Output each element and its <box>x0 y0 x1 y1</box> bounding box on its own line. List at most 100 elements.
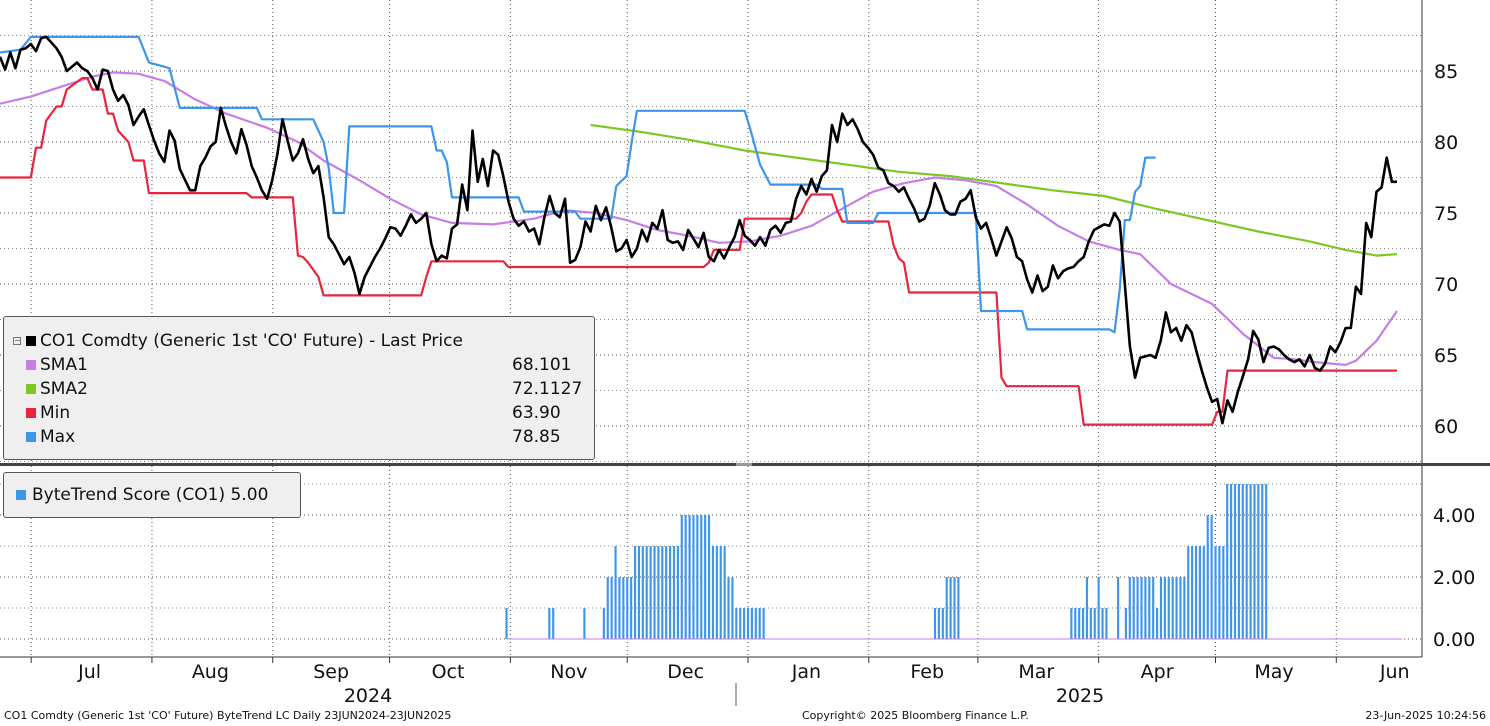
legend-row-sma2: SMA2 72.1127 <box>4 377 594 401</box>
legend-collapse-icon[interactable]: − <box>13 336 21 345</box>
bytetrend-bar-10 <box>626 577 629 639</box>
bytetrend-bar-75 <box>1167 577 1170 639</box>
legend-row-max: Max 78.85 <box>4 425 594 449</box>
x-month-label-dec: Dec <box>667 661 704 683</box>
legend-swatch-last-price <box>26 336 36 346</box>
lower-y-tick-label-4.00: 4.00 <box>1433 505 1475 527</box>
bytetrend-bar-56 <box>1081 608 1085 639</box>
bytetrend-bar-81 <box>1191 546 1194 639</box>
legend-value-min: 63.90 <box>512 403 561 423</box>
legend-label-min: Min <box>40 403 71 423</box>
x-year-label-2024: 2024 <box>344 685 392 707</box>
series-line-last-price <box>0 35 1397 425</box>
legend-swatch-bytetrend <box>16 490 26 500</box>
legend-value-sma1: 68.101 <box>512 355 572 375</box>
bytetrend-bar-23 <box>676 546 679 639</box>
x-month-label-apr: Apr <box>1141 661 1174 683</box>
bytetrend-bar-49 <box>945 577 948 639</box>
lower-y-tick-label-0.00: 0.00 <box>1433 629 1475 651</box>
bytetrend-bar-61 <box>1101 608 1104 639</box>
bytetrend-bar-83 <box>1198 546 1202 639</box>
bytetrend-bar-41 <box>746 608 750 639</box>
bytetrend-bar-85 <box>1206 515 1209 639</box>
bytetrend-bar-62 <box>1105 608 1108 639</box>
footer-center: Copyright© 2025 Bloomberg Finance L.P. <box>802 709 1029 722</box>
bytetrend-bar-93 <box>1237 484 1240 639</box>
bytetrend-bar-97 <box>1253 484 1256 639</box>
bytetrend-bar-96 <box>1249 484 1252 639</box>
bytetrend-bar-21 <box>669 546 672 639</box>
bytetrend-bar-42 <box>750 608 753 639</box>
bytetrend-bar-37 <box>731 577 734 639</box>
x-year-label-2025: 2025 <box>1056 685 1104 707</box>
series-line-min <box>0 77 1397 426</box>
series-line-max <box>0 35 1156 334</box>
legend-value-sma2: 72.1127 <box>512 379 583 399</box>
bytetrend-bar-51 <box>953 577 956 639</box>
bytetrend-bar-71 <box>1152 577 1155 639</box>
bytetrend-bars <box>505 484 1402 640</box>
bytetrend-bar-53 <box>1070 608 1073 639</box>
y-tick-label-65: 65 <box>1434 345 1458 367</box>
bytetrend-bar-32 <box>711 546 715 639</box>
bytetrend-bar-66 <box>1132 577 1135 639</box>
bytetrend-bar-69 <box>1144 577 1147 639</box>
bytetrend-bar-2 <box>552 608 555 639</box>
bytetrend-bar-59 <box>1093 608 1096 639</box>
bytetrend-bar-98 <box>1257 484 1260 639</box>
bytetrend-bar-76 <box>1171 577 1174 639</box>
bytetrend-bar-18 <box>657 546 660 639</box>
bytetrend-bar-88 <box>1218 546 1221 639</box>
lower-legend: ByteTrend Score (CO1) 5.00 <box>3 472 301 518</box>
x-month-label-oct: Oct <box>432 661 465 683</box>
bytetrend-bar-95 <box>1245 484 1248 639</box>
bytetrend-bar-3 <box>583 608 586 639</box>
bytetrend-bar-57 <box>1085 577 1089 639</box>
bytetrend-bar-55 <box>1078 608 1081 639</box>
bytetrend-bar-77 <box>1175 577 1178 639</box>
bytetrend-bar-33 <box>715 546 718 639</box>
legend-row-last-price: − CO1 Comdty (Generic 1st 'CO' Future) -… <box>4 329 594 353</box>
legend-label-sma1: SMA1 <box>40 355 88 375</box>
y-tick-label-80: 80 <box>1434 132 1458 154</box>
axes <box>0 0 1490 706</box>
bytetrend-bar-19 <box>661 546 664 639</box>
footer-right: 23-Jun-2025 10:24:56 <box>1365 709 1486 722</box>
bytetrend-bar-11 <box>630 577 633 639</box>
bytetrend-bar-4 <box>602 608 605 639</box>
bytetrend-bar-26 <box>688 515 691 639</box>
bytetrend-bar-67 <box>1136 577 1139 639</box>
x-month-label-may: May <box>1254 661 1293 683</box>
bytetrend-bar-27 <box>692 515 695 639</box>
bytetrend-bar-65 <box>1128 577 1131 639</box>
bytetrend-bar-70 <box>1148 577 1151 639</box>
bytetrend-bar-46 <box>933 608 937 639</box>
bytetrend-bar-50 <box>949 577 952 639</box>
bytetrend-bar-80 <box>1187 546 1190 639</box>
bytetrend-bar-31 <box>707 515 711 639</box>
bytetrend-bar-82 <box>1194 546 1198 639</box>
bytetrend-bar-58 <box>1089 608 1092 639</box>
bytetrend-bar-94 <box>1241 484 1244 639</box>
bytetrend-bar-79 <box>1183 577 1186 639</box>
bytetrend-bar-8 <box>618 577 621 639</box>
legend-swatch-sma2 <box>26 384 36 394</box>
bytetrend-bar-15 <box>645 546 648 639</box>
bytetrend-bar-73 <box>1159 577 1163 639</box>
bytetrend-bar-72 <box>1156 608 1159 639</box>
x-month-label-feb: Feb <box>910 661 944 683</box>
bytetrend-bar-5 <box>606 577 609 639</box>
bytetrend-bar-28 <box>696 515 699 639</box>
bytetrend-bar-39 <box>739 608 742 639</box>
bytetrend-bar-38 <box>735 608 738 639</box>
bytetrend-bar-99 <box>1261 484 1264 639</box>
bytetrend-bar-48 <box>941 608 944 639</box>
bytetrend-bar-44 <box>758 608 761 639</box>
legend-label-sma2: SMA2 <box>40 379 88 399</box>
price-lines <box>0 35 1398 426</box>
x-month-label-sep: Sep <box>313 661 349 683</box>
bytetrend-bar-100 <box>1265 484 1268 639</box>
bytetrend-bar-43 <box>754 608 757 639</box>
bytetrend-bar-47 <box>937 608 940 639</box>
panel-divider-handle <box>736 463 752 466</box>
